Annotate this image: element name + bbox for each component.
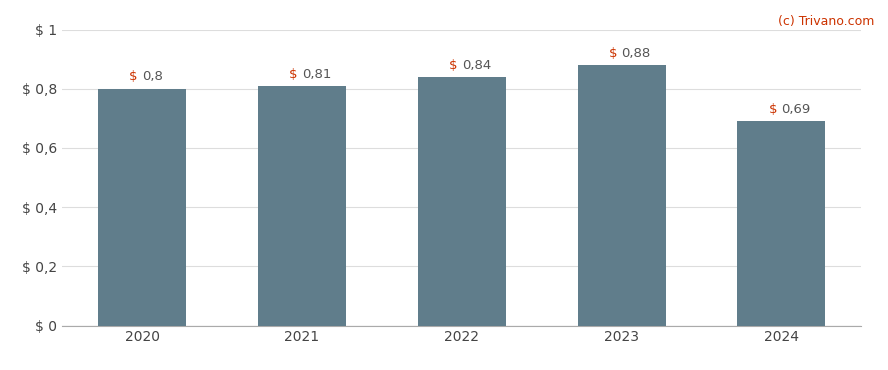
Text: $: $ bbox=[289, 67, 302, 81]
Bar bbox=[577, 65, 666, 326]
Text: $: $ bbox=[609, 47, 622, 60]
Text: 0,69: 0,69 bbox=[781, 103, 811, 116]
Text: $: $ bbox=[449, 58, 462, 72]
Bar bbox=[418, 77, 506, 326]
Bar bbox=[98, 89, 186, 326]
Text: 0,88: 0,88 bbox=[622, 47, 651, 60]
Text: 0,84: 0,84 bbox=[462, 58, 491, 72]
Text: $: $ bbox=[769, 103, 781, 116]
Text: 0,81: 0,81 bbox=[302, 67, 331, 81]
Bar bbox=[737, 121, 826, 326]
Text: $: $ bbox=[130, 70, 142, 84]
Bar bbox=[258, 86, 346, 326]
Text: 0,8: 0,8 bbox=[142, 70, 163, 84]
Text: (c) Trivano.com: (c) Trivano.com bbox=[778, 15, 875, 28]
